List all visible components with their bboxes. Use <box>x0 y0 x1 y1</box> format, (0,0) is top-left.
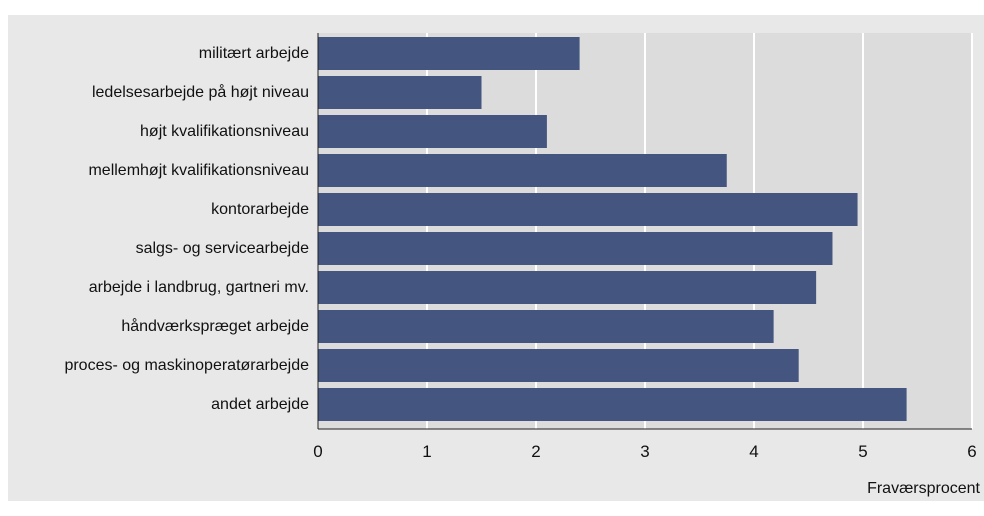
x-tick-label: 2 <box>531 442 540 461</box>
bar <box>318 193 858 226</box>
category-label: proces- og maskinoperatørarbejde <box>64 357 309 374</box>
bar <box>318 115 547 148</box>
x-tick-label: 0 <box>313 442 322 461</box>
category-label: højt kvalifikationsniveau <box>140 123 309 140</box>
x-tick-label: 4 <box>749 442 758 461</box>
x-axis-title: Fraværsprocent <box>867 480 980 497</box>
bars <box>318 37 907 421</box>
chart-container: militært arbejde ledelsesarbejde på højt … <box>8 15 984 501</box>
x-tick-label: 6 <box>967 442 976 461</box>
bar <box>318 388 907 421</box>
bar-chart: militært arbejde ledelsesarbejde på højt … <box>64 33 981 497</box>
category-label: mellemhøjt kvalifikationsniveau <box>88 162 309 179</box>
bar <box>318 349 799 382</box>
category-label: kontorarbejde <box>211 201 309 218</box>
bar <box>318 232 833 265</box>
bar <box>318 271 817 304</box>
x-tick-label: 3 <box>640 442 649 461</box>
bar <box>318 310 774 343</box>
category-label: håndværkspræget arbejde <box>121 317 309 335</box>
category-label: andet arbejde <box>211 396 309 413</box>
bar <box>318 37 580 70</box>
bar <box>318 154 727 187</box>
bar <box>318 76 482 109</box>
x-tick-labels: 0 1 2 3 4 5 6 <box>313 442 976 461</box>
x-tick-label: 1 <box>422 442 431 461</box>
category-label: arbejde i landbrug, gartneri mv. <box>89 279 309 296</box>
category-label: salgs- og servicearbejde <box>136 240 310 257</box>
x-tick-label: 5 <box>858 442 867 461</box>
category-label: ledelsesarbejde på højt niveau <box>92 83 309 101</box>
category-labels: militært arbejde ledelsesarbejde på højt … <box>64 45 309 413</box>
category-label: militært arbejde <box>199 45 309 62</box>
